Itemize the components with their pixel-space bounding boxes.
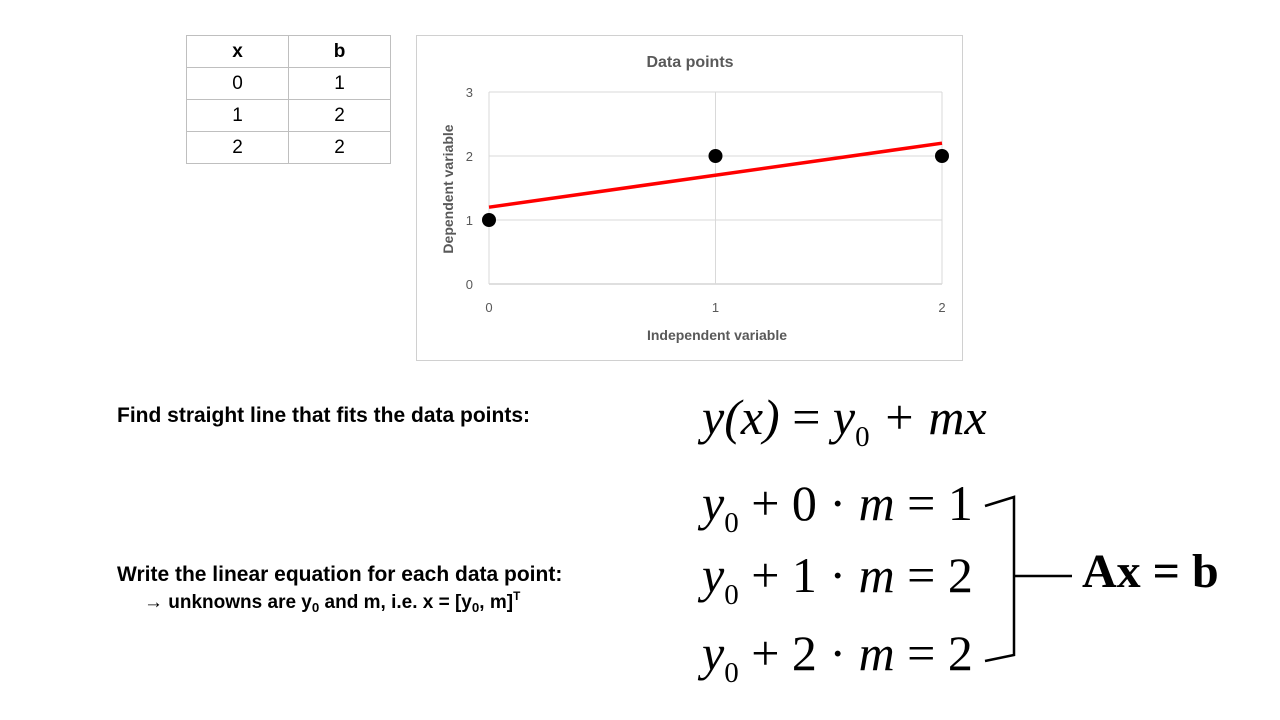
x-tick-label: 1 [712,300,719,315]
row-rhs: = 2 [894,625,973,681]
unknowns-sub: 0 [471,600,480,615]
table-cell: 2 [288,131,391,164]
transpose-sup: T [513,590,521,603]
data-point [935,149,949,163]
row-mid: + 2 · [738,625,859,681]
unknowns-prefix: → unknowns are y [144,592,312,613]
equation-row-2: y0 + 1 · m = 2 [702,550,973,610]
row-mid: + 1 · [738,547,859,603]
data-point [708,149,723,163]
fit-line-layer [488,141,943,209]
row-m: m [858,547,895,603]
row-sub: 0 [724,657,739,689]
model-equation: y(x) = y0 + mx [702,392,987,452]
row-sub: 0 [724,579,739,611]
table-cell: 2 [186,131,289,164]
chart-title: Data points [646,54,733,71]
data-table: x b 0 1 1 2 2 2 [186,35,391,164]
write-caption: Write the linear equation for each data … [117,563,563,586]
model-lhs: y [702,389,725,445]
equation-row-1: y0 + 0 · m = 1 [702,478,973,538]
model-sub: 0 [855,421,870,453]
y-axis-label: Dependent variable [440,124,456,253]
fit-caption: Find straight line that fits the data po… [117,404,530,427]
unknowns-end: , m] [479,592,514,613]
y-tick-label: 2 [466,149,473,164]
unknowns-mid: and m, i.e. x = [y [319,592,472,613]
scatter-chart: 0 1 2 3 0 1 2 Data points Independent variable… [416,35,963,361]
matrix-equation: Ax = b [1082,545,1219,598]
data-point [482,213,496,227]
data-points [482,149,949,227]
y-tick-label: 3 [466,85,473,100]
row-y: y [702,547,725,603]
table-cell: 2 [288,99,391,132]
table-cell: 1 [186,99,289,132]
model-paren: (x) [724,389,780,445]
x-tick-label: 2 [938,300,945,315]
row-y: y [702,625,725,681]
x-axis-label: Independent variable [647,327,787,343]
brace-bracket [984,495,1016,663]
row-rhs: = 1 [894,475,973,531]
chart-svg: 0 1 2 3 0 1 2 Data points Independent variable… [440,54,949,343]
chart-grid [488,91,943,285]
tick-labels: 0 1 2 3 0 1 2 [466,85,946,315]
row-sub: 0 [724,507,739,539]
table-row: 1 2 [186,99,391,132]
y-tick-label: 0 [466,277,473,292]
model-rest: + mx [869,389,987,445]
unknowns-caption: → unknowns are y0 and m, i.e. x = [y0, m… [144,590,520,615]
fit-line [488,141,943,209]
row-rhs: = 2 [894,547,973,603]
model-y0: y [832,389,856,445]
x-tick-label: 0 [485,300,492,315]
row-mid: + 0 · [738,475,859,531]
row-m: m [858,625,895,681]
row-m: m [858,475,895,531]
y-tick-label: 1 [466,213,473,228]
row-y: y [702,475,725,531]
table-row: 2 2 [186,131,391,164]
equation-row-3: y0 + 2 · m = 2 [702,628,973,688]
unknowns-sub: 0 [311,600,320,615]
model-eq: = [779,389,833,445]
